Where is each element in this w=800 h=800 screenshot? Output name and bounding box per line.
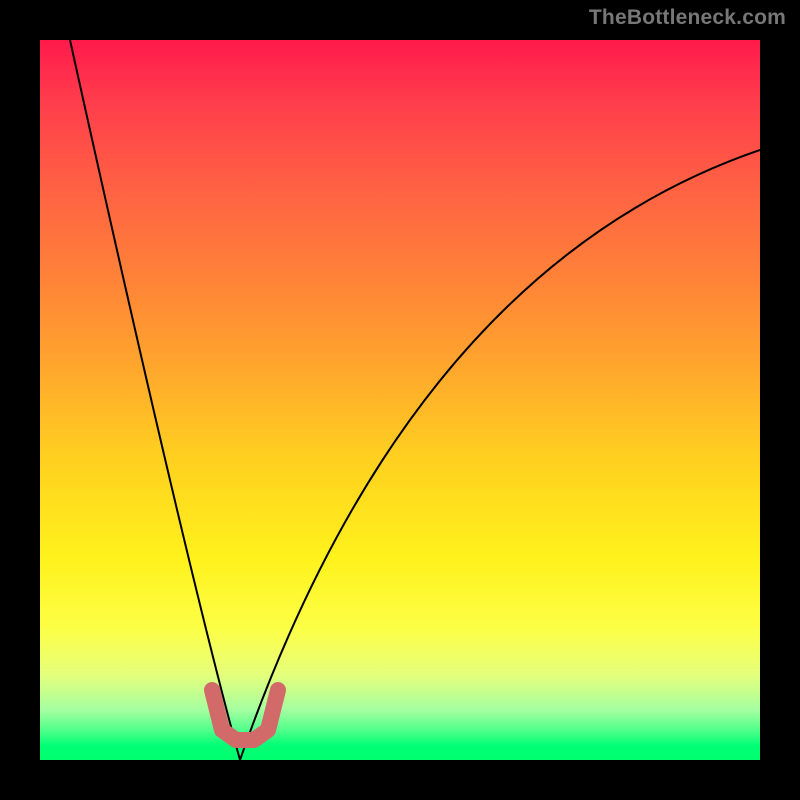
chart-frame: TheBottleneck.com — [0, 0, 800, 800]
watermark-text: TheBottleneck.com — [589, 6, 786, 30]
highlight-bump — [212, 690, 278, 740]
bottleneck-curve-left — [70, 40, 240, 760]
bottleneck-curve-right — [240, 150, 760, 760]
curve-layer — [40, 40, 760, 760]
plot-area — [40, 40, 760, 760]
